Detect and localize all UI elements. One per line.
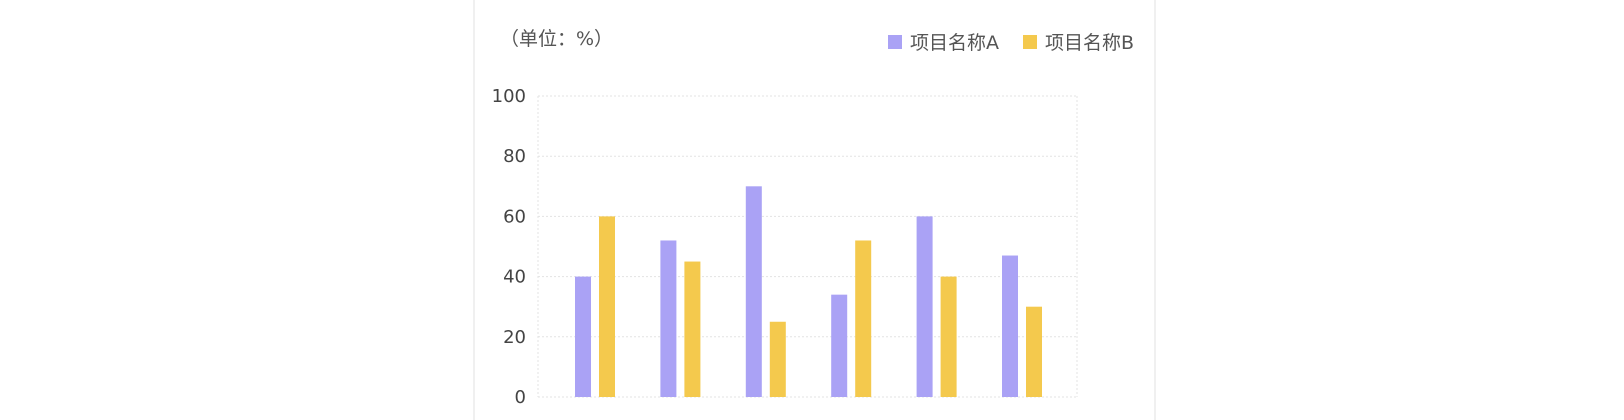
y-tick-label: 60 xyxy=(503,206,526,227)
legend-swatch-a xyxy=(887,34,902,49)
bar-series-a xyxy=(575,276,591,397)
bar-series-b xyxy=(1026,306,1042,397)
y-tick-label: 20 xyxy=(503,327,526,348)
bar-series-b xyxy=(684,261,701,397)
bar-series-b xyxy=(769,321,786,397)
y-tick-label: 100 xyxy=(492,86,526,107)
bar-series-a xyxy=(745,186,762,397)
chart-card: （单位：%） 项目名称A 项目名称B 0 20 40 60 80 100 xyxy=(473,0,1156,420)
legend-label-b: 项目名称B xyxy=(1044,32,1134,54)
y-tick-label: 0 xyxy=(515,387,526,408)
bar-series-b xyxy=(599,216,615,397)
legend-swatch-b xyxy=(1022,34,1037,49)
bar-series-b xyxy=(940,276,957,397)
bar-series-a xyxy=(1002,255,1018,397)
legend: 项目名称A 项目名称B xyxy=(864,28,1134,55)
bar-series-a xyxy=(916,216,933,397)
legend-item-a: 项目名称A xyxy=(887,28,999,55)
legend-item-b: 项目名称B xyxy=(1022,28,1134,55)
bar-series-b xyxy=(855,240,872,397)
legend-label-a: 项目名称A xyxy=(909,32,999,54)
bar-series-a xyxy=(660,240,677,397)
unit-label: （单位：%） xyxy=(500,28,614,50)
bar-series-a xyxy=(831,294,848,397)
y-tick-label: 80 xyxy=(503,146,526,167)
y-tick-label: 40 xyxy=(503,267,526,288)
bar-chart: 0 20 40 60 80 100 xyxy=(492,86,1078,408)
